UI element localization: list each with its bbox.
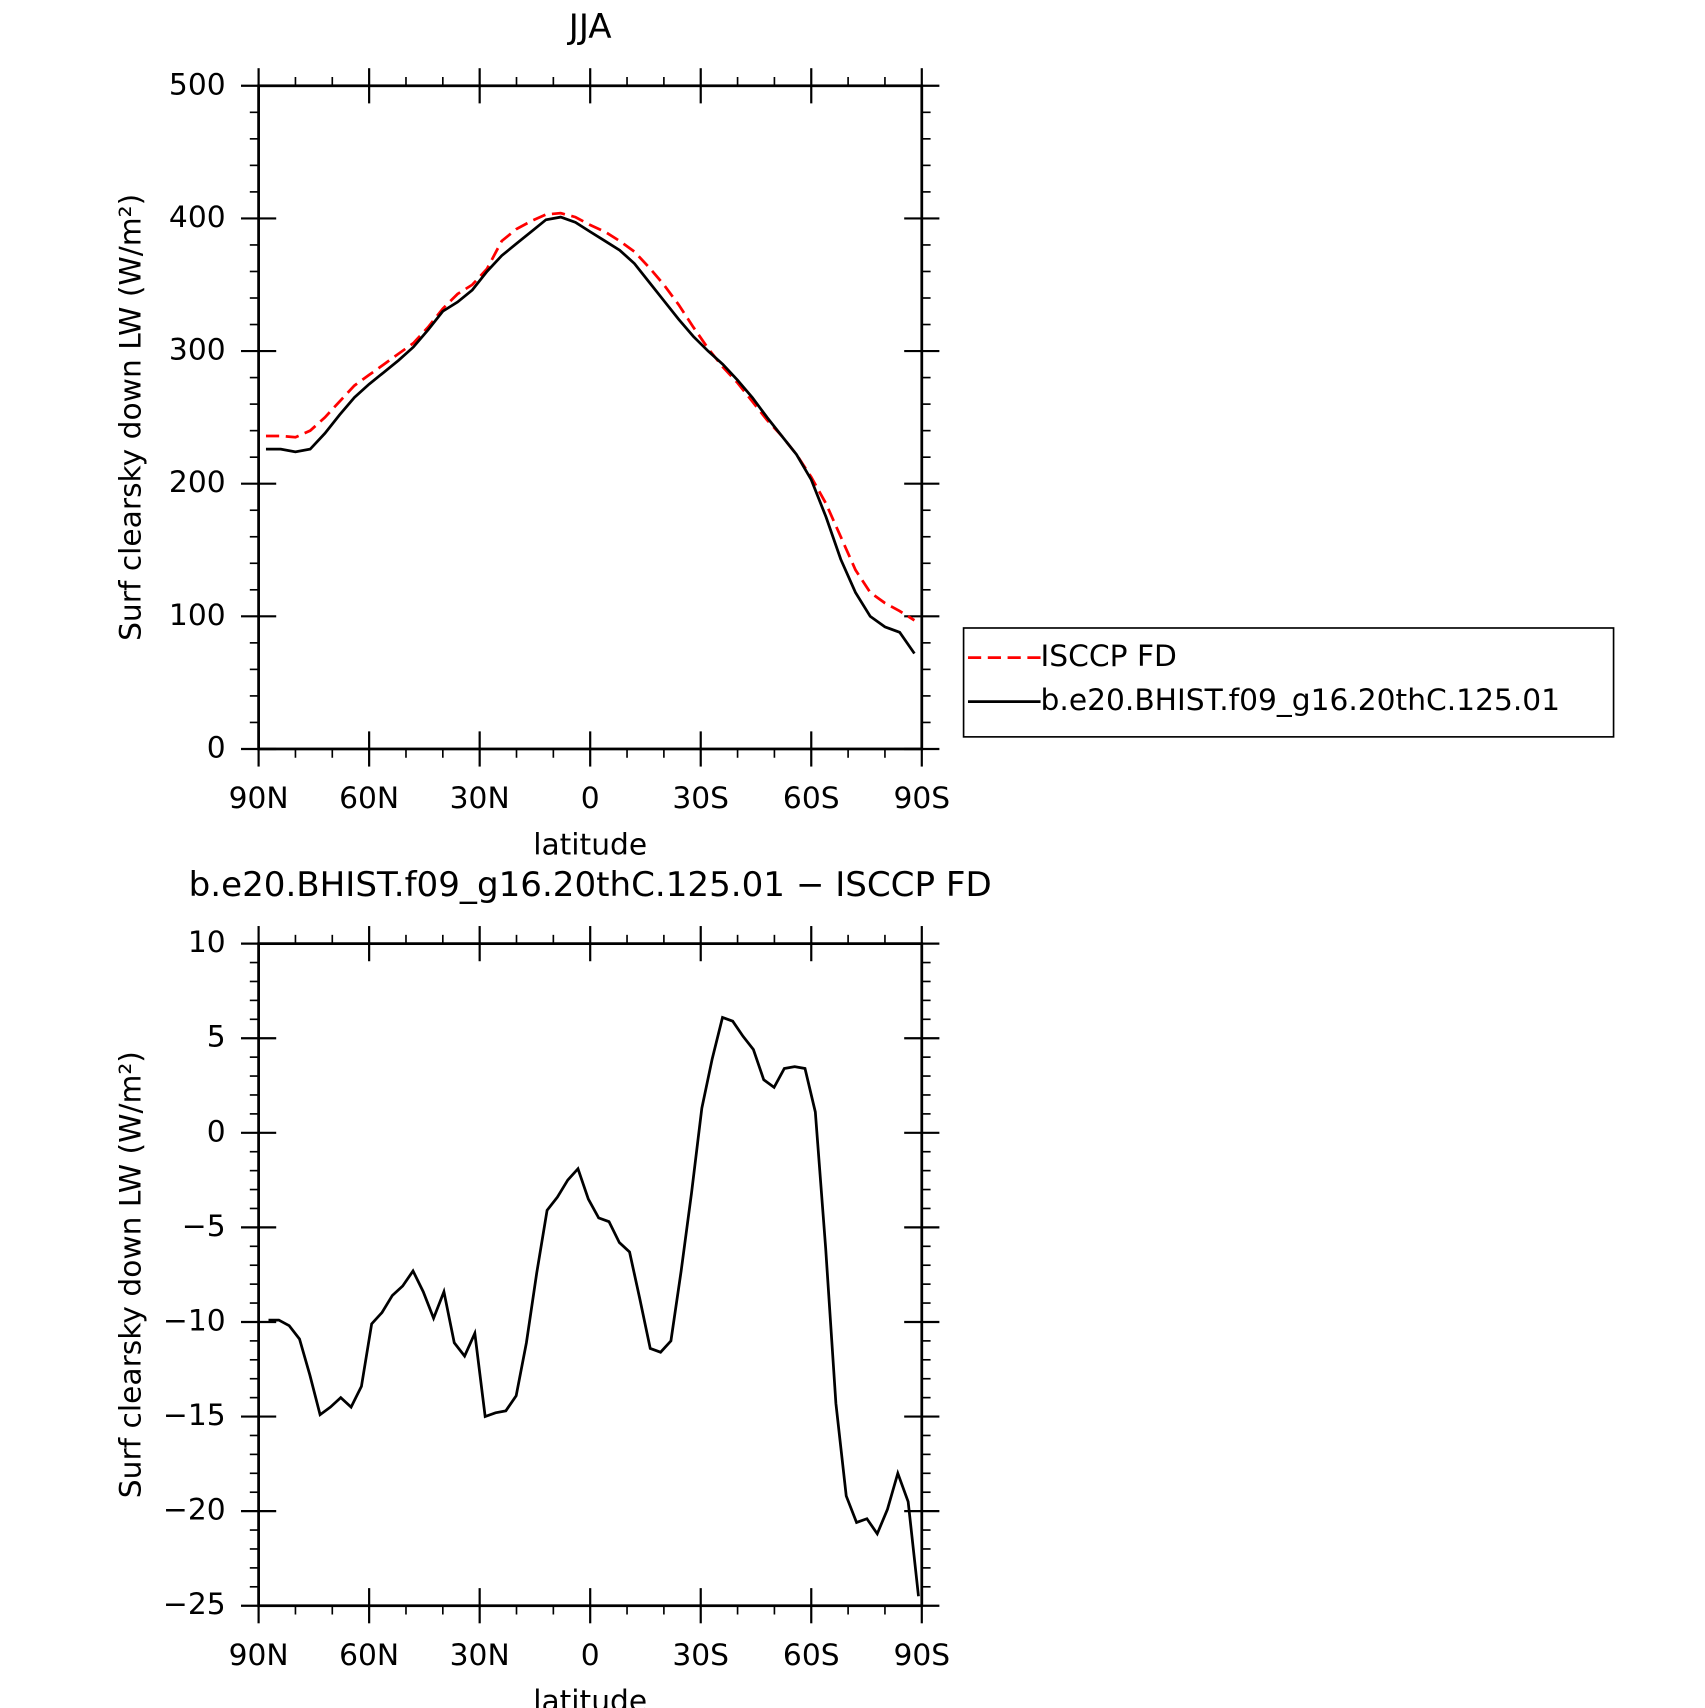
y-tick-label: 200 bbox=[169, 465, 226, 500]
x-tick-label: 90S bbox=[893, 781, 950, 816]
y-tick-label: 0 bbox=[207, 730, 226, 765]
x-tick-label: 90S bbox=[893, 1638, 950, 1673]
y-tick-label: −10 bbox=[163, 1303, 226, 1338]
x-tick-label: 0 bbox=[581, 781, 600, 816]
data-line bbox=[265, 211, 916, 622]
x-tick-label: 60N bbox=[339, 1638, 399, 1673]
legend-label: b.e20.BHIST.f09_g16.20thC.125.01 bbox=[1041, 683, 1561, 718]
chart-title: JJA bbox=[567, 7, 613, 47]
x-tick-label: 90N bbox=[229, 1638, 289, 1673]
y-axis-label: Surf clearsky down LW (W/m²) bbox=[114, 194, 149, 641]
chart-title: b.e20.BHIST.f09_g16.20thC.125.01 − ISCCP… bbox=[189, 865, 992, 905]
legend-label: ISCCP FD bbox=[1041, 639, 1177, 674]
x-tick-label: 90N bbox=[229, 781, 289, 816]
legend-box bbox=[962, 627, 1615, 738]
x-tick-label: 30N bbox=[450, 1638, 510, 1673]
x-tick-label: 60S bbox=[783, 781, 840, 816]
y-tick-label: 300 bbox=[169, 333, 226, 368]
x-axis-label: latitude bbox=[533, 827, 647, 862]
data-line bbox=[265, 215, 916, 655]
y-tick-label: −5 bbox=[182, 1209, 226, 1244]
y-tick-label: −25 bbox=[163, 1587, 226, 1622]
data-line bbox=[268, 1015, 920, 1597]
y-tick-label: 10 bbox=[188, 925, 226, 960]
x-axis-label: latitude bbox=[533, 1684, 647, 1708]
x-tick-label: 60N bbox=[339, 781, 399, 816]
x-tick-label: 0 bbox=[581, 1638, 600, 1673]
y-tick-label: 500 bbox=[169, 67, 226, 102]
y-axis-label: Surf clearsky down LW (W/m²) bbox=[114, 1051, 149, 1498]
plot-frame bbox=[257, 942, 924, 1608]
y-tick-label: −20 bbox=[163, 1493, 226, 1528]
x-tick-label: 30S bbox=[672, 1638, 729, 1673]
x-tick-label: 30S bbox=[672, 781, 729, 816]
x-tick-label: 30N bbox=[450, 781, 510, 816]
plot-frame bbox=[257, 84, 924, 751]
y-tick-label: −15 bbox=[163, 1398, 226, 1433]
y-tick-label: 5 bbox=[207, 1020, 226, 1055]
y-tick-label: 100 bbox=[169, 598, 226, 633]
y-tick-label: 400 bbox=[169, 200, 226, 235]
x-tick-label: 60S bbox=[783, 1638, 840, 1673]
y-tick-label: 0 bbox=[207, 1114, 226, 1149]
